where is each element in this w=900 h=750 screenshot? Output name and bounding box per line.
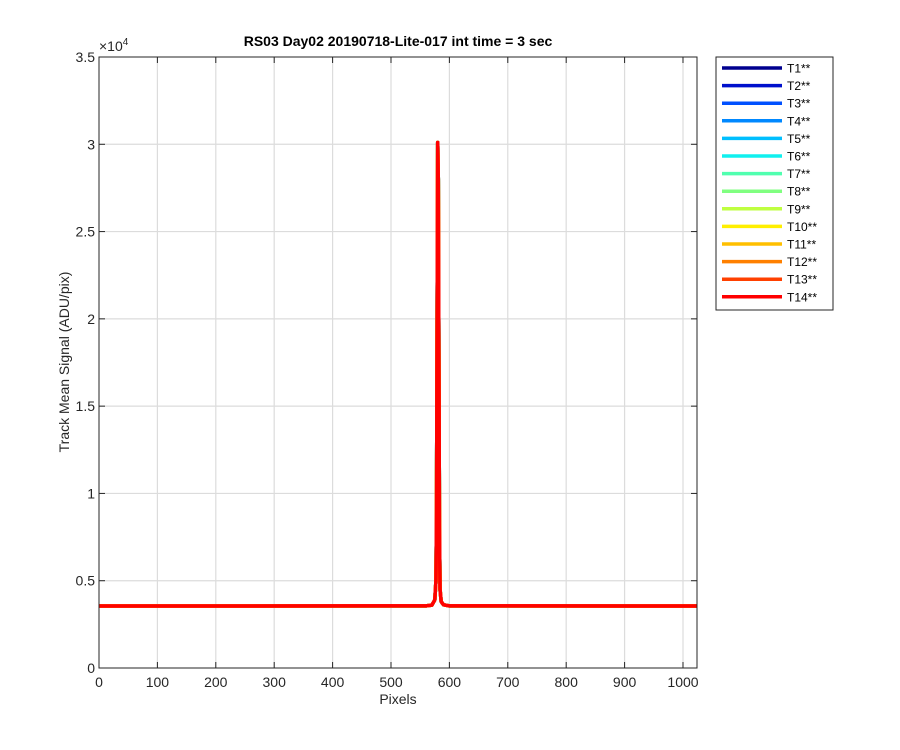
x-tick-label: 900 [613, 674, 637, 690]
y-tick-label: 0 [87, 660, 95, 676]
legend-label-4: T4** [787, 114, 811, 128]
legend-label-7: T7** [787, 167, 811, 181]
y-tick-label: 2 [87, 311, 95, 327]
x-tick-label: 400 [321, 674, 345, 690]
plot-frame [98, 56, 698, 669]
data-series [98, 140, 698, 608]
legend-label-2: T2** [787, 79, 811, 93]
x-tick-label: 1000 [667, 674, 698, 690]
x-tick-label: 700 [496, 674, 520, 690]
legend-label-5: T5** [787, 132, 811, 146]
x-tick-label: 500 [379, 674, 403, 690]
x-tick-labels: 0 100 200 300 400 500 600 700 800 900 1000 [95, 674, 699, 690]
legend-label-8: T8** [787, 185, 811, 199]
x-tick-label: 0 [95, 674, 103, 690]
legend-label-11: T11** [787, 238, 816, 252]
legend: T1** T2** T3** T4** T5** T6** T7** T8** T9** T10*… [715, 56, 834, 311]
y-tick-label: 0.5 [76, 573, 96, 589]
x-tick-label: 800 [555, 674, 579, 690]
legend-label-1: T1** [787, 62, 811, 76]
y-exponent-value: 4 [123, 37, 129, 48]
legend-label-9: T9** [787, 202, 811, 216]
chart-title: RS03 Day02 20190718-Lite-017 int time = … [244, 33, 553, 49]
y-exponent-label: ×104 [99, 37, 129, 54]
axis-ticks [98, 56, 697, 669]
legend-box [715, 56, 834, 311]
legend-label-6: T6** [787, 150, 811, 164]
series-line-14 [98, 140, 698, 608]
y-tick-label: 3.5 [76, 49, 96, 65]
x-axis-label: Pixels [379, 691, 416, 707]
y-tick-label: 2.5 [76, 224, 96, 240]
x-tick-label: 200 [204, 674, 228, 690]
legend-label-14: T14** [787, 290, 817, 304]
y-tick-label: 1.5 [76, 398, 96, 414]
legend-label-12: T12** [787, 255, 817, 269]
x-tick-label: 300 [263, 674, 287, 690]
legend-label-3: T3** [787, 97, 811, 111]
y-tick-labels: 0 0.5 1 1.5 2 2.5 3 3.5 [76, 49, 96, 676]
y-tick-label: 3 [87, 136, 95, 152]
plot-area [99, 57, 697, 668]
legend-label-13: T13** [787, 273, 817, 287]
x-tick-label: 100 [146, 674, 170, 690]
legend-label-10: T10** [787, 220, 817, 234]
x-tick-label: 600 [438, 674, 462, 690]
y-axis-label: Track Mean Signal (ADU/pix) [56, 272, 72, 453]
y-tick-label: 1 [87, 485, 95, 501]
grid-lines [99, 57, 697, 668]
